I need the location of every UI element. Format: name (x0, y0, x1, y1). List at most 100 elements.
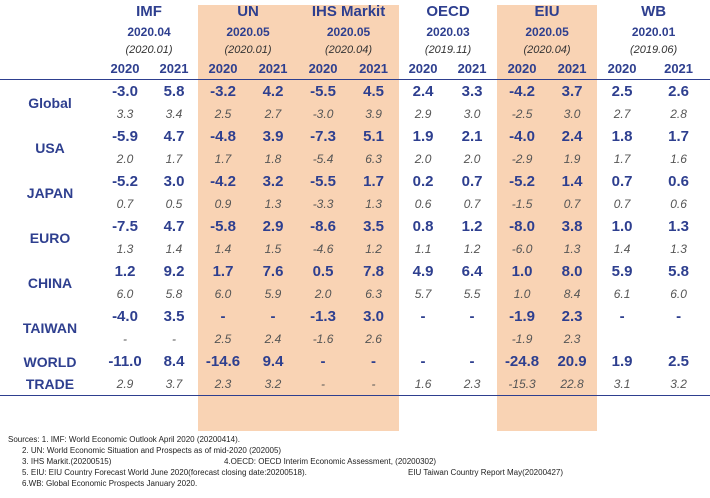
previous-forecast-cell: 8.4 (563, 287, 581, 301)
source-name: IMF (136, 2, 162, 20)
year-2021: 2021 (258, 61, 288, 76)
current-forecast-cell: 3.2 (262, 173, 284, 190)
source-name-row: IMF UN IHS Markit OECD EIU WB (0, 0, 710, 22)
previous-forecast-cell: 1.6 (399, 373, 448, 396)
previous-forecast-cell: 1.1 (414, 242, 432, 256)
previous-forecast-cell: 2.4 (264, 332, 282, 346)
previous-forecast-cell: 1.3 (116, 242, 134, 256)
year-2020: 2020 (208, 61, 238, 76)
current-forecast-cell: -5.9 (112, 128, 138, 145)
year-2020: 2020 (607, 61, 637, 76)
previous-forecast-cell: 2.0 (314, 287, 332, 301)
current-forecast-cell: 5.8 (668, 263, 689, 280)
previous-forecast-cell: 3.4 (165, 107, 183, 121)
current-forecast-cell: -4.2 (210, 173, 236, 190)
previous-forecast-cell: 2.3 (563, 332, 581, 346)
current-forecast-cell: - (270, 308, 276, 325)
previous-forecast-cell: 2.0 (414, 152, 432, 166)
current-forecast-cell: 1.7 (363, 173, 384, 190)
previous-forecast-row: 0.7 0.5 0.9 1.3 -3.3 1.3 0.6 0.7 -1.5 0.7 0.7 0.6 (0, 193, 710, 215)
current-forecast-cell: - (676, 308, 682, 325)
note-line: Sources: 1. IMF: World Economic Outlook … (8, 435, 240, 444)
previous-forecast-cell: -1.6 (312, 332, 334, 346)
previous-forecast-cell: -6.0 (511, 242, 533, 256)
current-forecast-cell: - (220, 308, 226, 325)
previous-forecast-cell: 1.3 (670, 242, 687, 256)
current-forecast-cell: 2.3 (561, 308, 583, 325)
previous-forecast-cell: 3.2 (248, 373, 299, 396)
current-forecast-cell: 4.9 (412, 263, 434, 280)
previous-forecast-cell: 3.7 (150, 373, 199, 396)
previous-forecast-cell: -1.5 (511, 197, 533, 211)
current-forecast-cell: - (469, 353, 475, 370)
previous-forecast-cell: 3.9 (365, 107, 382, 121)
release-date: 2020.05 (326, 25, 371, 39)
forecast-rows: Global -3.0 5.8 -3.2 4.2 -5.5 4.5 2.4 3.3 -4.2 3.7… (0, 79, 710, 396)
current-forecast-cell: 3.5 (363, 218, 384, 235)
current-forecast-cell: 3.0 (363, 308, 384, 325)
row-label-line2: TRADE (0, 373, 100, 396)
current-forecast-cell: 3.3 (447, 79, 498, 103)
previous-forecast-cell: -1.9 (511, 332, 533, 346)
previous-forecast-cell: 1.7 (613, 152, 631, 166)
row-label: TAIWAN (22, 319, 78, 336)
previous-forecast-cell: 1.3 (264, 197, 282, 211)
current-forecast-cell: -8.0 (509, 218, 535, 235)
current-forecast-cell: 9.4 (262, 353, 284, 370)
previous-forecast-cell: 6.0 (670, 287, 687, 301)
previous-forecast-cell: 0.7 (116, 197, 134, 211)
current-forecast-cell: 7.6 (262, 263, 284, 280)
previous-forecast-cell: - (172, 332, 176, 346)
previous-forecast-cell (399, 328, 447, 350)
previous-forecast-cell: 3.0 (563, 107, 581, 121)
release-date: 2020.05 (525, 25, 569, 39)
previous-forecast-cell: 6.3 (365, 152, 382, 166)
current-forecast-cell: -5.8 (210, 218, 236, 235)
note-eiu: 5. EIU: EIU Country Forecast World June … (22, 468, 307, 477)
previous-forecast-cell: 1.4 (165, 242, 183, 256)
note-line: 3. IHS Markit.(20200515) 4.OECD: OECD In… (8, 456, 436, 467)
current-forecast-cell: -4.2 (497, 79, 548, 103)
original-date: (2020.01) (125, 44, 173, 56)
current-forecast-cell: -1.9 (509, 308, 535, 325)
current-forecast-cell: - (420, 308, 426, 325)
current-forecast-cell: 4.2 (248, 79, 299, 103)
current-forecast-cell: 7.8 (363, 263, 384, 280)
year-2021: 2021 (159, 61, 189, 76)
current-forecast-cell: 9.2 (163, 263, 185, 280)
year-2020: 2020 (507, 61, 537, 76)
previous-forecast-cell: 0.6 (414, 197, 432, 211)
previous-forecast-cell: 1.4 (613, 242, 631, 256)
previous-forecast-cell: 5.9 (264, 287, 282, 301)
previous-forecast-cell: 0.6 (670, 197, 687, 211)
current-forecast-cell: 3.5 (163, 308, 185, 325)
current-forecast-cell: 8.4 (163, 353, 185, 370)
original-date: (2019.06) (630, 44, 678, 56)
current-forecast-cell: 1.2 (114, 263, 136, 280)
previous-forecast-cell: - (298, 373, 349, 396)
current-forecast-cell: -7.5 (112, 218, 138, 235)
current-forecast-cell: 0.2 (412, 173, 434, 190)
row-label: JAPAN (26, 184, 74, 201)
note-line: 5. EIU: EIU Country Forecast World June … (8, 467, 563, 478)
current-forecast-cell: 1.7 (668, 128, 689, 145)
previous-forecast-cell: - (348, 373, 400, 396)
current-forecast-cell: 0.7 (461, 173, 483, 190)
previous-forecast-cell: 5.8 (165, 287, 183, 301)
original-date: (2020.04) (523, 44, 571, 56)
current-forecast-cell: -5.5 (310, 173, 336, 190)
previous-forecast-cell: 3.1 (597, 373, 648, 396)
current-forecast-cell: 2.6 (647, 79, 710, 103)
current-forecast-cell: 1.0 (611, 218, 633, 235)
previous-forecast-cell: 1.7 (165, 152, 183, 166)
original-date: (2020.04) (324, 44, 373, 56)
release-date: 2020.03 (426, 25, 470, 39)
current-forecast-cell: - (420, 353, 426, 370)
previous-forecast-cell: 1.9 (563, 152, 581, 166)
current-forecast-cell: -1.3 (310, 308, 336, 325)
current-forecast-cell: -3.2 (198, 79, 249, 103)
previous-forecast-cell: 2.5 (214, 107, 232, 121)
source-name: WB (641, 2, 667, 20)
current-forecast-cell: 1.4 (561, 173, 583, 190)
country-row: USA -5.9 4.7 -4.8 3.9 -7.3 5.1 1.9 2.1 -4.0 2.4 1.8… (0, 125, 710, 156)
